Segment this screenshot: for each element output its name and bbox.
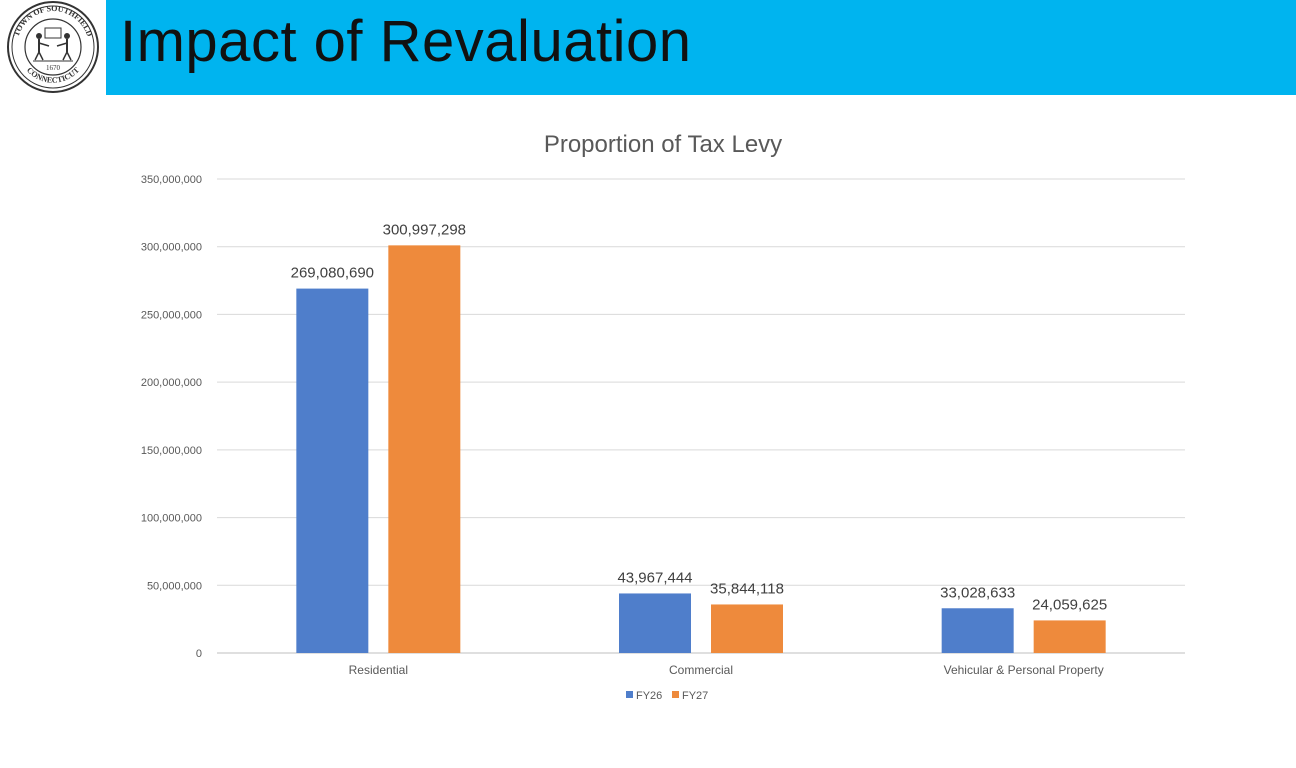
chart-title: Proportion of Tax Levy (544, 131, 782, 158)
legend-label-fy27: FY27 (682, 690, 708, 702)
slide-title: Impact of Revaluation (120, 9, 692, 74)
bar-fy26-0[interactable] (296, 288, 369, 653)
x-tick-label: Commercial (669, 663, 733, 677)
data-label: 43,967,444 (617, 569, 692, 586)
data-label: 24,059,625 (1032, 596, 1107, 613)
data-label: 33,028,633 (940, 584, 1015, 601)
bar-fy26-2[interactable] (941, 608, 1014, 653)
bar-fy27-2[interactable] (1033, 620, 1106, 653)
y-tick-label: 150,000,000 (141, 445, 202, 457)
town-seal: TOWN OF SOUTHFIELD CONNECTICUT 1670 (0, 0, 106, 95)
y-tick-label: 300,000,000 (141, 242, 202, 254)
legend-label-fy26: FY26 (636, 690, 662, 702)
y-tick-label: 100,000,000 (141, 513, 202, 525)
legend-swatch-fy26 (626, 691, 633, 698)
x-tick-label: Residential (349, 663, 408, 677)
bar-fy27-0[interactable] (388, 245, 461, 654)
y-tick-label: 50,000,000 (147, 580, 202, 592)
x-tick-label: Vehicular & Personal Property (944, 663, 1104, 677)
slide-header: TOWN OF SOUTHFIELD CONNECTICUT 1670 Impa… (0, 0, 1296, 95)
town-seal-icon: TOWN OF SOUTHFIELD CONNECTICUT 1670 (7, 1, 99, 93)
y-tick-label: 0 (196, 648, 202, 660)
bar-fy26-1[interactable] (619, 593, 691, 653)
legend-swatch-fy27 (672, 691, 679, 698)
y-tick-label: 350,000,000 (141, 174, 202, 186)
y-tick-label: 250,000,000 (141, 309, 202, 321)
svg-text:1670: 1670 (46, 64, 61, 72)
data-label: 269,080,690 (291, 265, 374, 282)
bar-fy27-1[interactable] (711, 604, 783, 653)
chart-area: Proportion of Tax Levy 0 50,000,000 100,00… (0, 95, 1296, 768)
y-tick-label: 200,000,000 (141, 377, 202, 389)
data-label: 35,844,118 (710, 580, 784, 597)
data-label: 300,997,298 (383, 221, 466, 238)
bar-chart: Proportion of Tax Levy 0 50,000,000 100,00… (141, 131, 1185, 702)
